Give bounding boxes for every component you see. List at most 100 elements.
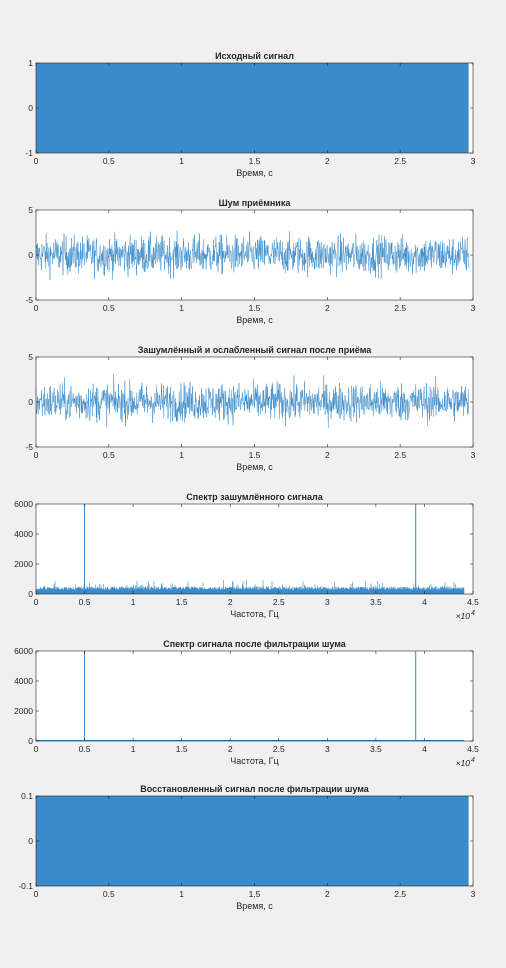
series-line [36, 374, 469, 428]
x-tick-label: 3 [471, 450, 476, 460]
x-multiplier-exponent: 4 [471, 757, 475, 764]
x-multiplier-exponent: 4 [471, 610, 475, 617]
signal-fill [36, 63, 469, 153]
x-tick-label: 2 [325, 156, 330, 166]
x-axis-label: Время, с [236, 168, 273, 178]
x-tick-label: 1.5 [249, 889, 261, 899]
chart-title: Шум приёмника [219, 198, 292, 208]
chart-title: Зашумлённый и ослабленный сигнал после п… [138, 345, 373, 355]
x-tick-label: 3 [325, 597, 330, 607]
x-tick-label: 1.5 [249, 156, 261, 166]
axes-frame [35, 503, 474, 595]
x-tick-label: 2 [325, 889, 330, 899]
x-tick-label: 0.5 [103, 889, 115, 899]
y-tick-label: 6000 [14, 499, 33, 509]
x-tick-label: 4 [422, 597, 427, 607]
y-tick-label: -5 [25, 442, 33, 452]
series-line [36, 796, 469, 886]
y-tick-label: 5 [28, 352, 33, 362]
x-tick-label: 1.5 [176, 597, 188, 607]
series-line [36, 63, 469, 153]
x-axis-label: Частота, Гц [230, 756, 278, 766]
series-line [36, 230, 469, 280]
chart-title: Спектр зашумлённого сигнала [186, 492, 323, 502]
x-tick-label: 2.5 [273, 744, 285, 754]
chart-title: Исходный сигнал [215, 51, 294, 61]
y-tick-label: 2000 [14, 706, 33, 716]
x-tick-label: 1 [179, 889, 184, 899]
y-tick-label: 6000 [14, 646, 33, 656]
x-tick-label: 3.5 [370, 597, 382, 607]
x-tick-label: 0 [34, 450, 39, 460]
y-tick-label: -0.1 [18, 881, 33, 891]
x-tick-label: 3 [471, 889, 476, 899]
x-axis-label: Частота, Гц [230, 609, 278, 619]
x-tick-label: 0.5 [103, 450, 115, 460]
x-tick-label: 3 [471, 303, 476, 313]
axes-background [36, 210, 473, 300]
x-tick-label: 2.5 [394, 450, 406, 460]
x-tick-label: 0.5 [79, 744, 91, 754]
y-tick-label: 0.1 [21, 791, 33, 801]
subplot-4: 0 0.5 1 1.5 2 2.5 3 3.5 4 4.5 0 2000 4000 6000 Спектр … [14, 492, 479, 621]
y-tick-label: -5 [25, 295, 33, 305]
x-tick-label: 1.5 [249, 303, 261, 313]
x-tick-label: 4.5 [467, 597, 479, 607]
x-tick-label: 0.5 [103, 303, 115, 313]
y-tick-label: 0 [28, 589, 33, 599]
y-tick-label: 4000 [14, 676, 33, 686]
chart-title: Спектр сигнала после фильтрации шума [163, 639, 347, 649]
signal-fill [36, 796, 469, 886]
x-tick-label: 2 [325, 303, 330, 313]
x-tick-label: 3.5 [370, 744, 382, 754]
x-tick-label: 3 [325, 744, 330, 754]
x-tick-label: 0 [34, 889, 39, 899]
x-tick-label: 0 [34, 156, 39, 166]
x-tick-label: 2.5 [394, 303, 406, 313]
series-line [36, 651, 465, 741]
x-tick-label: 1 [131, 597, 136, 607]
axes-background [36, 651, 473, 741]
y-tick-label: 2000 [14, 559, 33, 569]
x-tick-label: 0 [34, 744, 39, 754]
y-tick-label: 0 [28, 836, 33, 846]
x-tick-label: 0 [34, 303, 39, 313]
x-tick-label: 2 [228, 744, 233, 754]
x-tick-label: 0.5 [79, 597, 91, 607]
x-tick-label: 0 [34, 597, 39, 607]
x-tick-label: 1.5 [249, 450, 261, 460]
x-axis-label: Время, с [236, 462, 273, 472]
x-tick-label: 2.5 [273, 597, 285, 607]
axes-frame [35, 650, 474, 742]
x-tick-label: 4.5 [467, 744, 479, 754]
x-tick-label: 2.5 [394, 889, 406, 899]
x-tick-label: 2 [325, 450, 330, 460]
x-tick-label: 2.5 [394, 156, 406, 166]
noise-trace [36, 374, 469, 428]
y-tick-label: 4000 [14, 529, 33, 539]
y-tick-label: -1 [25, 148, 33, 158]
x-tick-label: 1 [179, 156, 184, 166]
x-multiplier: ×10 [456, 758, 471, 768]
x-tick-label: 1 [131, 744, 136, 754]
x-tick-label: 3 [471, 156, 476, 166]
chart-title: Восстановленный сигнал после фильтрации … [140, 784, 370, 794]
y-tick-label: 5 [28, 205, 33, 215]
y-tick-label: 0 [28, 736, 33, 746]
spectrum-floor [36, 580, 465, 594]
x-tick-label: 1.5 [176, 744, 188, 754]
subplot-5: 0 0.5 1 1.5 2 2.5 3 3.5 4 4.5 0 2000 4000 6000 Спектр … [14, 639, 479, 768]
y-tick-label: 1 [28, 58, 33, 68]
x-tick-label: 0.5 [103, 156, 115, 166]
x-tick-label: 1 [179, 450, 184, 460]
noise-trace [36, 230, 469, 280]
y-tick-label: 0 [28, 250, 33, 260]
x-axis-label: Время, с [236, 315, 273, 325]
x-tick-label: 2 [228, 597, 233, 607]
x-multiplier: ×10 [456, 611, 471, 621]
x-axis-label: Время, с [236, 901, 273, 911]
